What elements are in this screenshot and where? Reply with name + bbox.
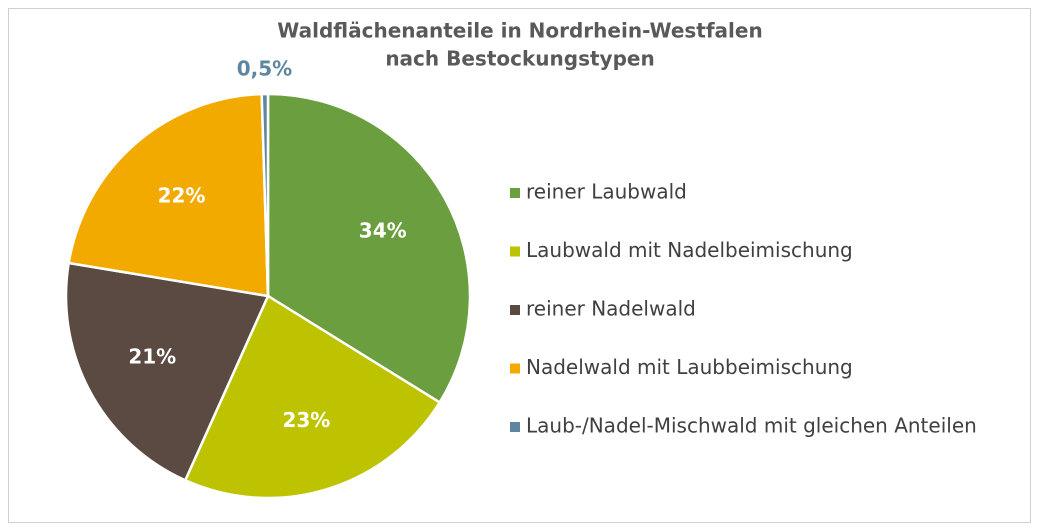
legend-label: Nadelwald mit Laubbeimischung — [526, 355, 853, 379]
chart-title: nach Bestockungstypen — [385, 47, 654, 71]
legend-swatch — [510, 188, 520, 198]
pie-slice — [266, 92, 472, 405]
legend-swatch — [510, 422, 520, 432]
legend-swatch — [510, 305, 520, 315]
legend-swatch — [510, 246, 520, 257]
pie-slice — [67, 92, 270, 298]
data-label: 22% — [158, 184, 206, 208]
data-label: 23% — [282, 408, 330, 432]
chart-title: Waldflächenanteile in Nordrhein-Westfale… — [277, 19, 762, 43]
legend-swatch — [510, 363, 520, 374]
pie-slice — [260, 92, 270, 297]
data-label: 21% — [128, 345, 176, 369]
data-label: 34% — [359, 219, 407, 243]
data-label: 0,5% — [237, 57, 292, 81]
pie-slice — [183, 294, 442, 500]
legend-label: Laub-/Nadel-Mischwald mit gleichen Antei… — [526, 414, 977, 438]
pie-slice — [64, 261, 270, 482]
legend-label: reiner Nadelwald — [526, 297, 696, 321]
legend-label: Laubwald mit Nadelbeimischung — [526, 238, 853, 262]
legend-label: reiner Laubwald — [526, 180, 687, 204]
